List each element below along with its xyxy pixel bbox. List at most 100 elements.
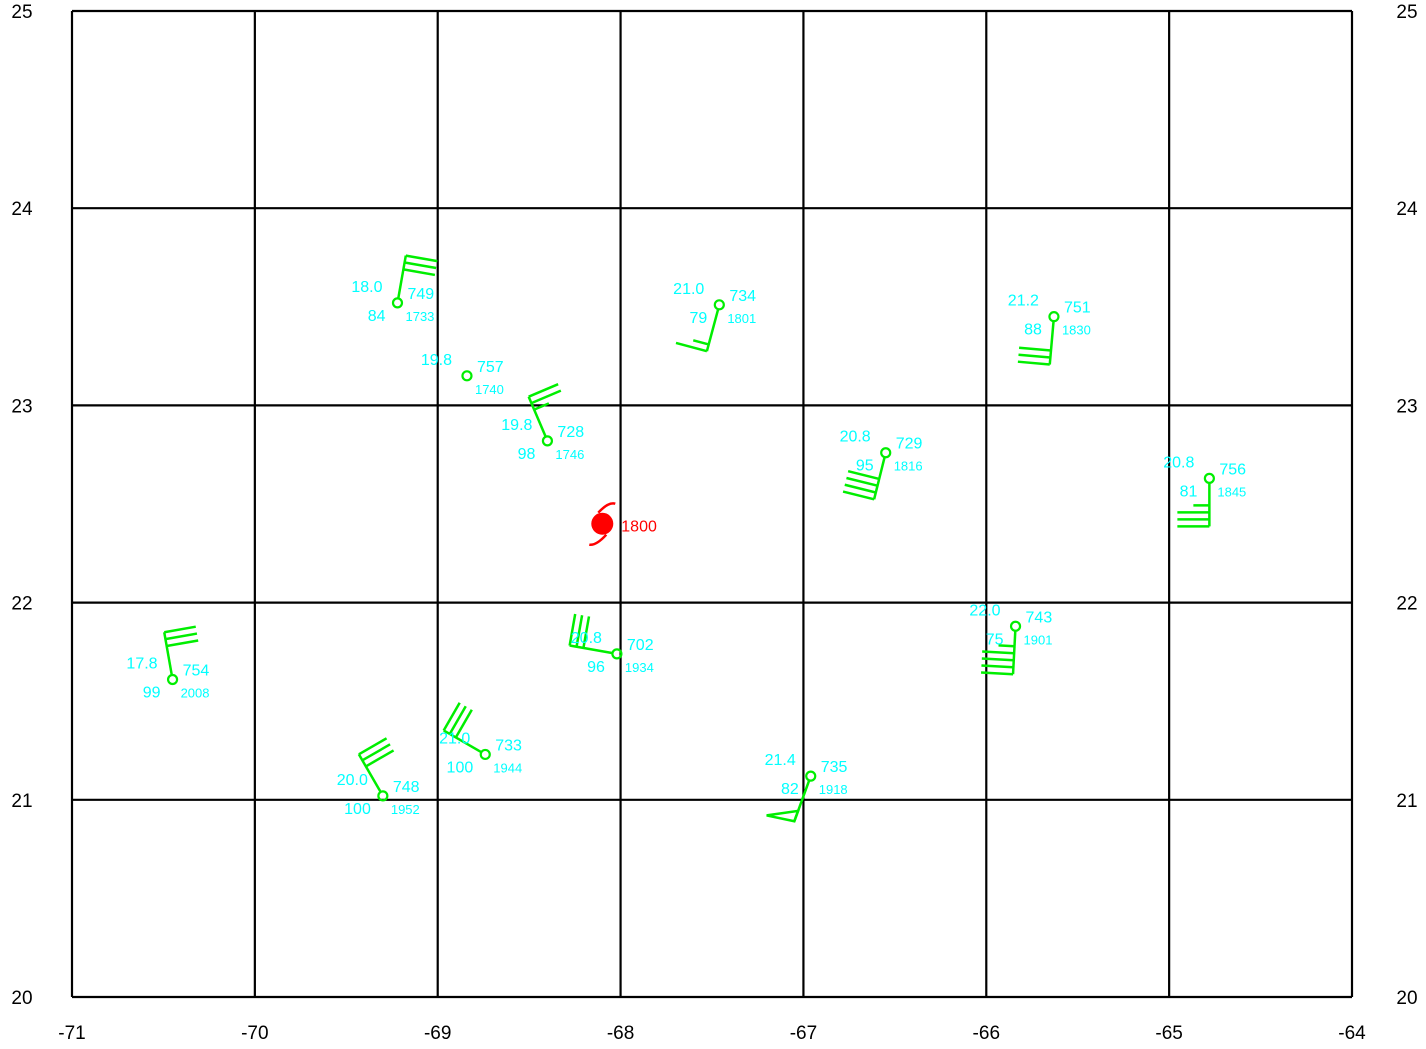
storm-time-label: 1800 [621,519,657,536]
wind-barb-full [846,476,878,487]
wind-barb-full [165,632,198,641]
wind-barb-full [1018,353,1051,359]
pressure-label: 734 [729,288,756,305]
obs-time-label: 1944 [493,760,522,775]
humidity-label: 82 [781,781,799,798]
hurricane-arm-top [597,502,616,514]
temperature-label: 21.0 [673,281,704,298]
wind-barb-full [844,483,877,494]
pressure-label: 733 [495,737,522,754]
station-observation: 17.8 754 99 2008 [126,625,210,702]
station-observation: 20.8 756 81 1845 [1163,454,1246,528]
obs-time-label: 1830 [1062,323,1091,338]
wind-barb-full [405,254,438,263]
obs-time-label: 1952 [391,802,420,817]
wind-barb-full [1017,360,1050,366]
lon-tick-label: -66 [973,1023,1000,1044]
humidity-label: 84 [368,308,386,325]
wind-barb-full [982,650,1015,655]
station-circle-icon [805,770,817,782]
pressure-label: 756 [1219,461,1246,478]
station-observations: 18.0 749 84 1733 19.8 757 1740 19.8 728 98 1746 21.… [126,254,1246,823]
obs-time-label: 2008 [181,686,210,701]
wind-barb-full [981,657,1014,662]
pressure-label: 749 [407,286,434,303]
wind-barb-shaft [1048,321,1055,365]
obs-time-label: 1801 [727,311,756,326]
pressure-label: 702 [627,637,654,654]
temperature-label: 20.8 [840,429,871,446]
wind-barb-full [842,490,875,501]
station-circle-icon [1009,620,1022,632]
station-circle-icon [713,299,725,311]
lat-tick-label-right: 23 [1396,396,1417,417]
hurricane-icon [589,502,616,547]
wind-barb-shaft [163,632,173,675]
station-circle-icon [1048,311,1060,323]
station-observation: 22.0 743 75 1901 [969,602,1053,676]
lon-tick-label: -71 [58,1023,85,1044]
station-observation: 20.8 702 96 1934 [568,613,654,676]
station-circle-icon [377,790,389,802]
obs-time-label: 1845 [1217,484,1246,499]
lon-tick-label: -68 [607,1023,634,1044]
wind-barb-full [361,743,391,762]
lon-tick-label: -64 [1338,1023,1366,1044]
pressure-label: 751 [1064,300,1091,317]
temperature-label: 21.2 [1008,293,1039,310]
temperature-label: 19.8 [501,417,532,434]
station-circle-icon [880,447,892,459]
humidity-label: 79 [690,310,708,327]
wind-barb-full [404,261,437,270]
station-circle-icon [391,297,404,309]
hurricane-arm-bottom [589,533,608,547]
temperature-label: 20.8 [571,630,602,647]
humidity-label: 100 [344,801,371,818]
temperature-label: 18.0 [351,279,382,296]
obs-time-label: 1918 [819,782,848,797]
wind-barb-full [358,737,388,756]
wind-barb-full [568,613,577,646]
lon-tick-label: -70 [241,1023,268,1044]
station-observation: 21.4 735 82 1918 [765,752,848,823]
temperature-label: 22.0 [969,602,1000,619]
obs-time-label: 1733 [405,309,434,324]
lat-tick-label-right: 21 [1396,791,1417,812]
wind-barb-full [528,383,559,398]
wind-barb-shaft [705,309,720,352]
station-observation: 21.2 751 88 1830 [1008,293,1091,366]
wind-barb-pennant [766,809,800,823]
humidity-label: 99 [143,685,161,702]
station-observation: 19.8 757 1740 [421,352,504,397]
station-circle-icon [611,648,623,660]
wind-barb-full [981,671,1014,676]
lat-tick-label-right: 20 [1396,988,1417,1009]
pressure-label: 743 [1026,609,1053,626]
lat-lon-grid [70,9,1354,999]
lat-tick-label-left: 22 [11,594,32,615]
pressure-label: 757 [477,359,504,376]
wind-barb-full [365,749,395,768]
wind-barb-full [403,268,436,277]
lat-tick-label-right: 24 [1396,199,1418,220]
humidity-label: 81 [1180,483,1198,500]
pressure-label: 735 [821,759,848,776]
station-observation: 19.8 728 98 1746 [501,383,584,463]
pressure-label: 728 [557,424,584,441]
station-circle-icon [479,748,491,761]
wind-barb-full [164,625,196,634]
pressure-label: 729 [896,436,923,453]
wind-barb-full [575,615,584,647]
wind-barb-half [998,644,1015,648]
humidity-label: 88 [1024,322,1042,339]
station-circle-icon [541,435,554,447]
axis-tick-labels: -71 -70 -69 -68 -67 -66 -65 -64 20 20 21 21 22 22 23 23… [11,2,1418,1044]
wind-barb-full [454,709,473,739]
station-circle-icon [1203,472,1215,484]
wind-barb-full [582,616,591,649]
wind-barb-full [847,469,880,481]
station-observation: 21.0 734 79 1801 [673,281,756,353]
wind-barb-full [1018,346,1052,352]
humidity-label: 75 [986,631,1004,648]
